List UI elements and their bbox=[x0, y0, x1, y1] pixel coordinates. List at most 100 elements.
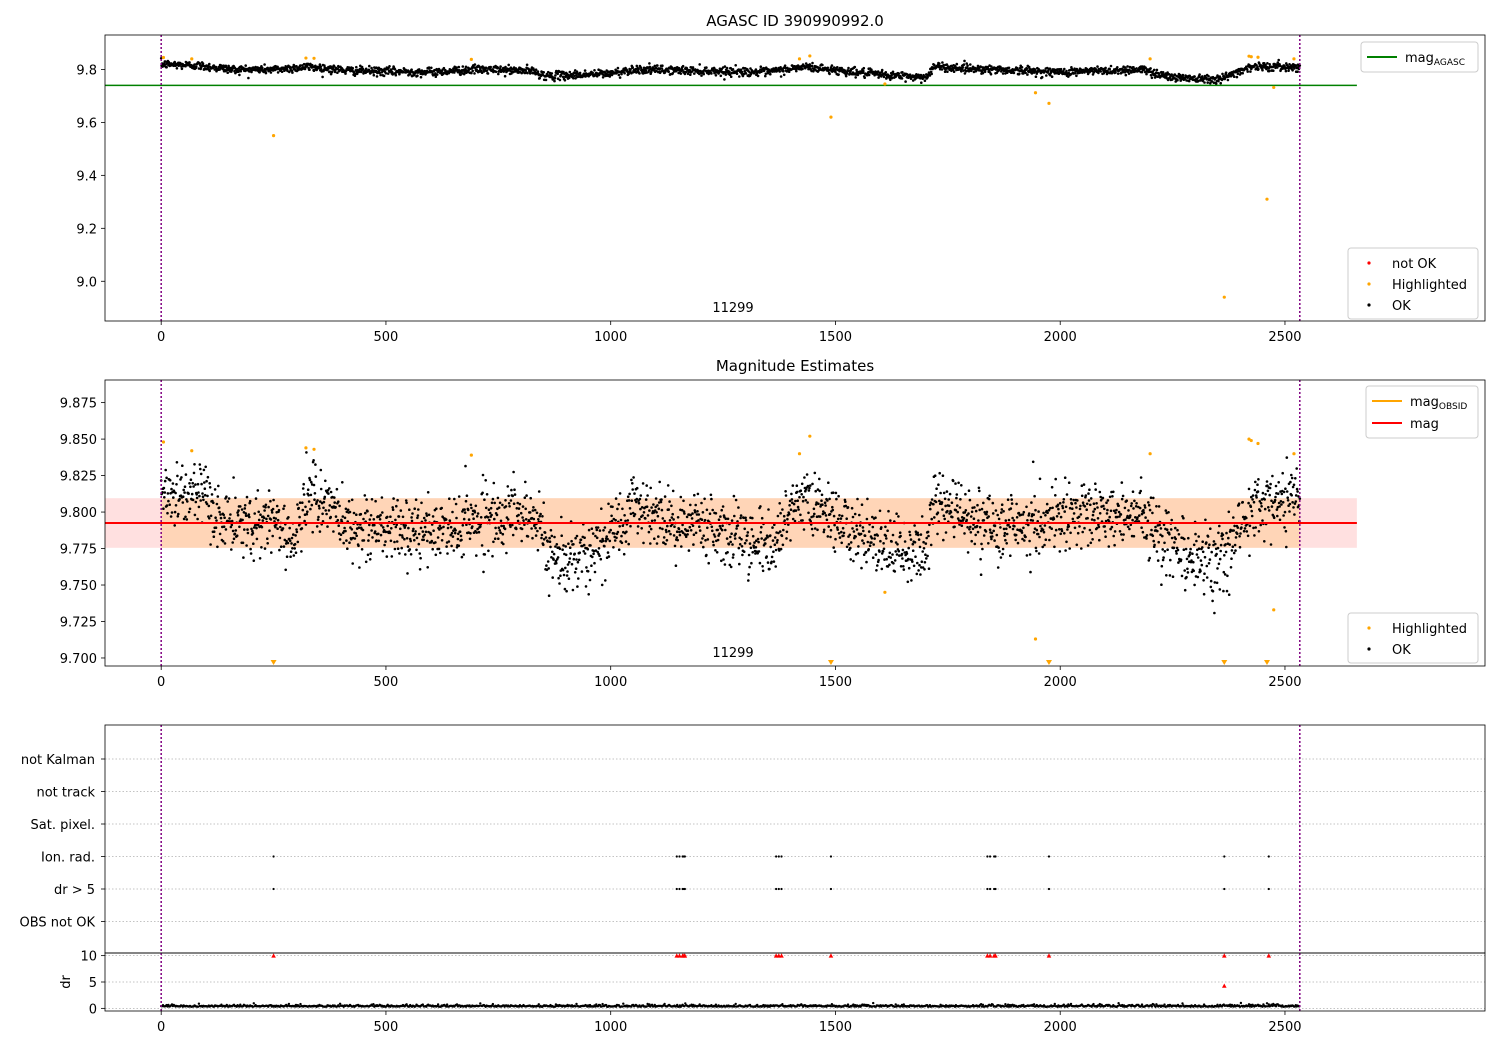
ok-point bbox=[901, 71, 904, 74]
ok-point bbox=[681, 64, 685, 68]
ok-point bbox=[886, 529, 889, 532]
ok-point bbox=[337, 500, 340, 504]
ok-point bbox=[865, 517, 869, 521]
ok-point bbox=[243, 528, 246, 531]
ok-point bbox=[960, 524, 964, 527]
ok-point bbox=[1150, 76, 1154, 80]
ok-point bbox=[541, 515, 544, 518]
ok-point bbox=[783, 519, 786, 522]
ok-point bbox=[552, 558, 555, 561]
ok-point bbox=[1045, 502, 1049, 506]
ok-point bbox=[897, 72, 901, 75]
ok-point bbox=[1048, 538, 1051, 542]
ok-point bbox=[377, 539, 381, 543]
ok-point bbox=[509, 499, 513, 502]
ok-point bbox=[1150, 528, 1153, 532]
ok-point bbox=[206, 494, 209, 498]
ok-point bbox=[513, 488, 516, 492]
ok-point bbox=[905, 552, 909, 555]
ok-point bbox=[834, 537, 837, 541]
ok-point bbox=[1267, 69, 1271, 73]
ok-point bbox=[440, 506, 444, 510]
ok-point bbox=[901, 557, 904, 560]
ok-point bbox=[982, 66, 986, 69]
ok-point bbox=[1103, 530, 1107, 533]
ok-point bbox=[847, 66, 850, 70]
ok-point bbox=[487, 508, 491, 512]
ok-point bbox=[694, 531, 698, 535]
ok-point bbox=[172, 496, 175, 499]
ok-point bbox=[1091, 73, 1095, 76]
ok-point bbox=[310, 480, 313, 484]
ok-point bbox=[865, 560, 868, 564]
ok-point bbox=[591, 71, 594, 75]
ok-point bbox=[309, 493, 313, 497]
ok-point bbox=[1094, 488, 1097, 491]
ok-point bbox=[561, 75, 565, 79]
ok-point bbox=[1085, 508, 1088, 512]
ok-point bbox=[805, 473, 809, 476]
ok-point bbox=[426, 491, 430, 494]
ok-point bbox=[778, 70, 781, 73]
ok-point bbox=[985, 510, 989, 514]
ok-point bbox=[1230, 549, 1234, 552]
ok-point bbox=[622, 552, 626, 556]
ok-point bbox=[861, 539, 864, 542]
ok-point bbox=[1161, 548, 1164, 551]
ok-point bbox=[665, 539, 669, 542]
ok-point bbox=[326, 525, 329, 528]
ok-point bbox=[400, 546, 404, 550]
ok-point bbox=[308, 478, 312, 482]
ok-point bbox=[846, 506, 850, 509]
ok-point bbox=[520, 539, 523, 543]
ok-point bbox=[1058, 501, 1062, 505]
ok-point bbox=[243, 507, 247, 510]
ok-point bbox=[683, 72, 687, 76]
ok-point bbox=[231, 529, 235, 533]
ok-point bbox=[1086, 516, 1089, 520]
ok-point bbox=[1054, 494, 1057, 497]
ok-point bbox=[423, 533, 426, 537]
ok-point bbox=[778, 502, 781, 505]
ok-point bbox=[314, 475, 318, 478]
ok-point bbox=[687, 549, 691, 552]
ok-point bbox=[635, 500, 638, 504]
ok-point bbox=[832, 546, 835, 549]
ok-point bbox=[895, 553, 899, 556]
ok-point bbox=[365, 498, 368, 501]
ok-point bbox=[719, 515, 722, 518]
ok-point bbox=[661, 517, 665, 520]
ok-point bbox=[415, 548, 418, 552]
ok-point bbox=[774, 66, 778, 70]
ok-point bbox=[256, 489, 260, 492]
ok-point bbox=[219, 513, 222, 516]
ok-point bbox=[973, 506, 976, 509]
ok-point bbox=[986, 65, 990, 69]
ok-point bbox=[1087, 499, 1091, 502]
ok-point bbox=[203, 493, 207, 497]
ok-point bbox=[1027, 523, 1030, 527]
ok-point bbox=[1146, 519, 1150, 523]
ok-point bbox=[912, 564, 916, 568]
ok-point bbox=[766, 71, 770, 75]
ok-point bbox=[942, 491, 946, 495]
ok-point bbox=[821, 503, 824, 507]
ok-point bbox=[658, 480, 661, 484]
ok-point bbox=[461, 524, 465, 527]
ok-point bbox=[237, 70, 240, 73]
ok-point bbox=[186, 500, 189, 503]
ok-point bbox=[354, 532, 358, 535]
ok-point bbox=[388, 65, 391, 68]
ok-point bbox=[574, 536, 577, 540]
ok-point bbox=[603, 544, 606, 548]
ok-point bbox=[1195, 553, 1199, 556]
ok-point bbox=[484, 506, 488, 510]
ok-point bbox=[1076, 499, 1079, 502]
ok-point bbox=[217, 484, 220, 488]
ok-point bbox=[1271, 65, 1275, 69]
ok-point bbox=[908, 530, 911, 534]
ok-point bbox=[900, 552, 904, 556]
ok-point bbox=[1185, 557, 1189, 561]
ok-point bbox=[555, 543, 559, 546]
ok-point bbox=[627, 72, 630, 76]
